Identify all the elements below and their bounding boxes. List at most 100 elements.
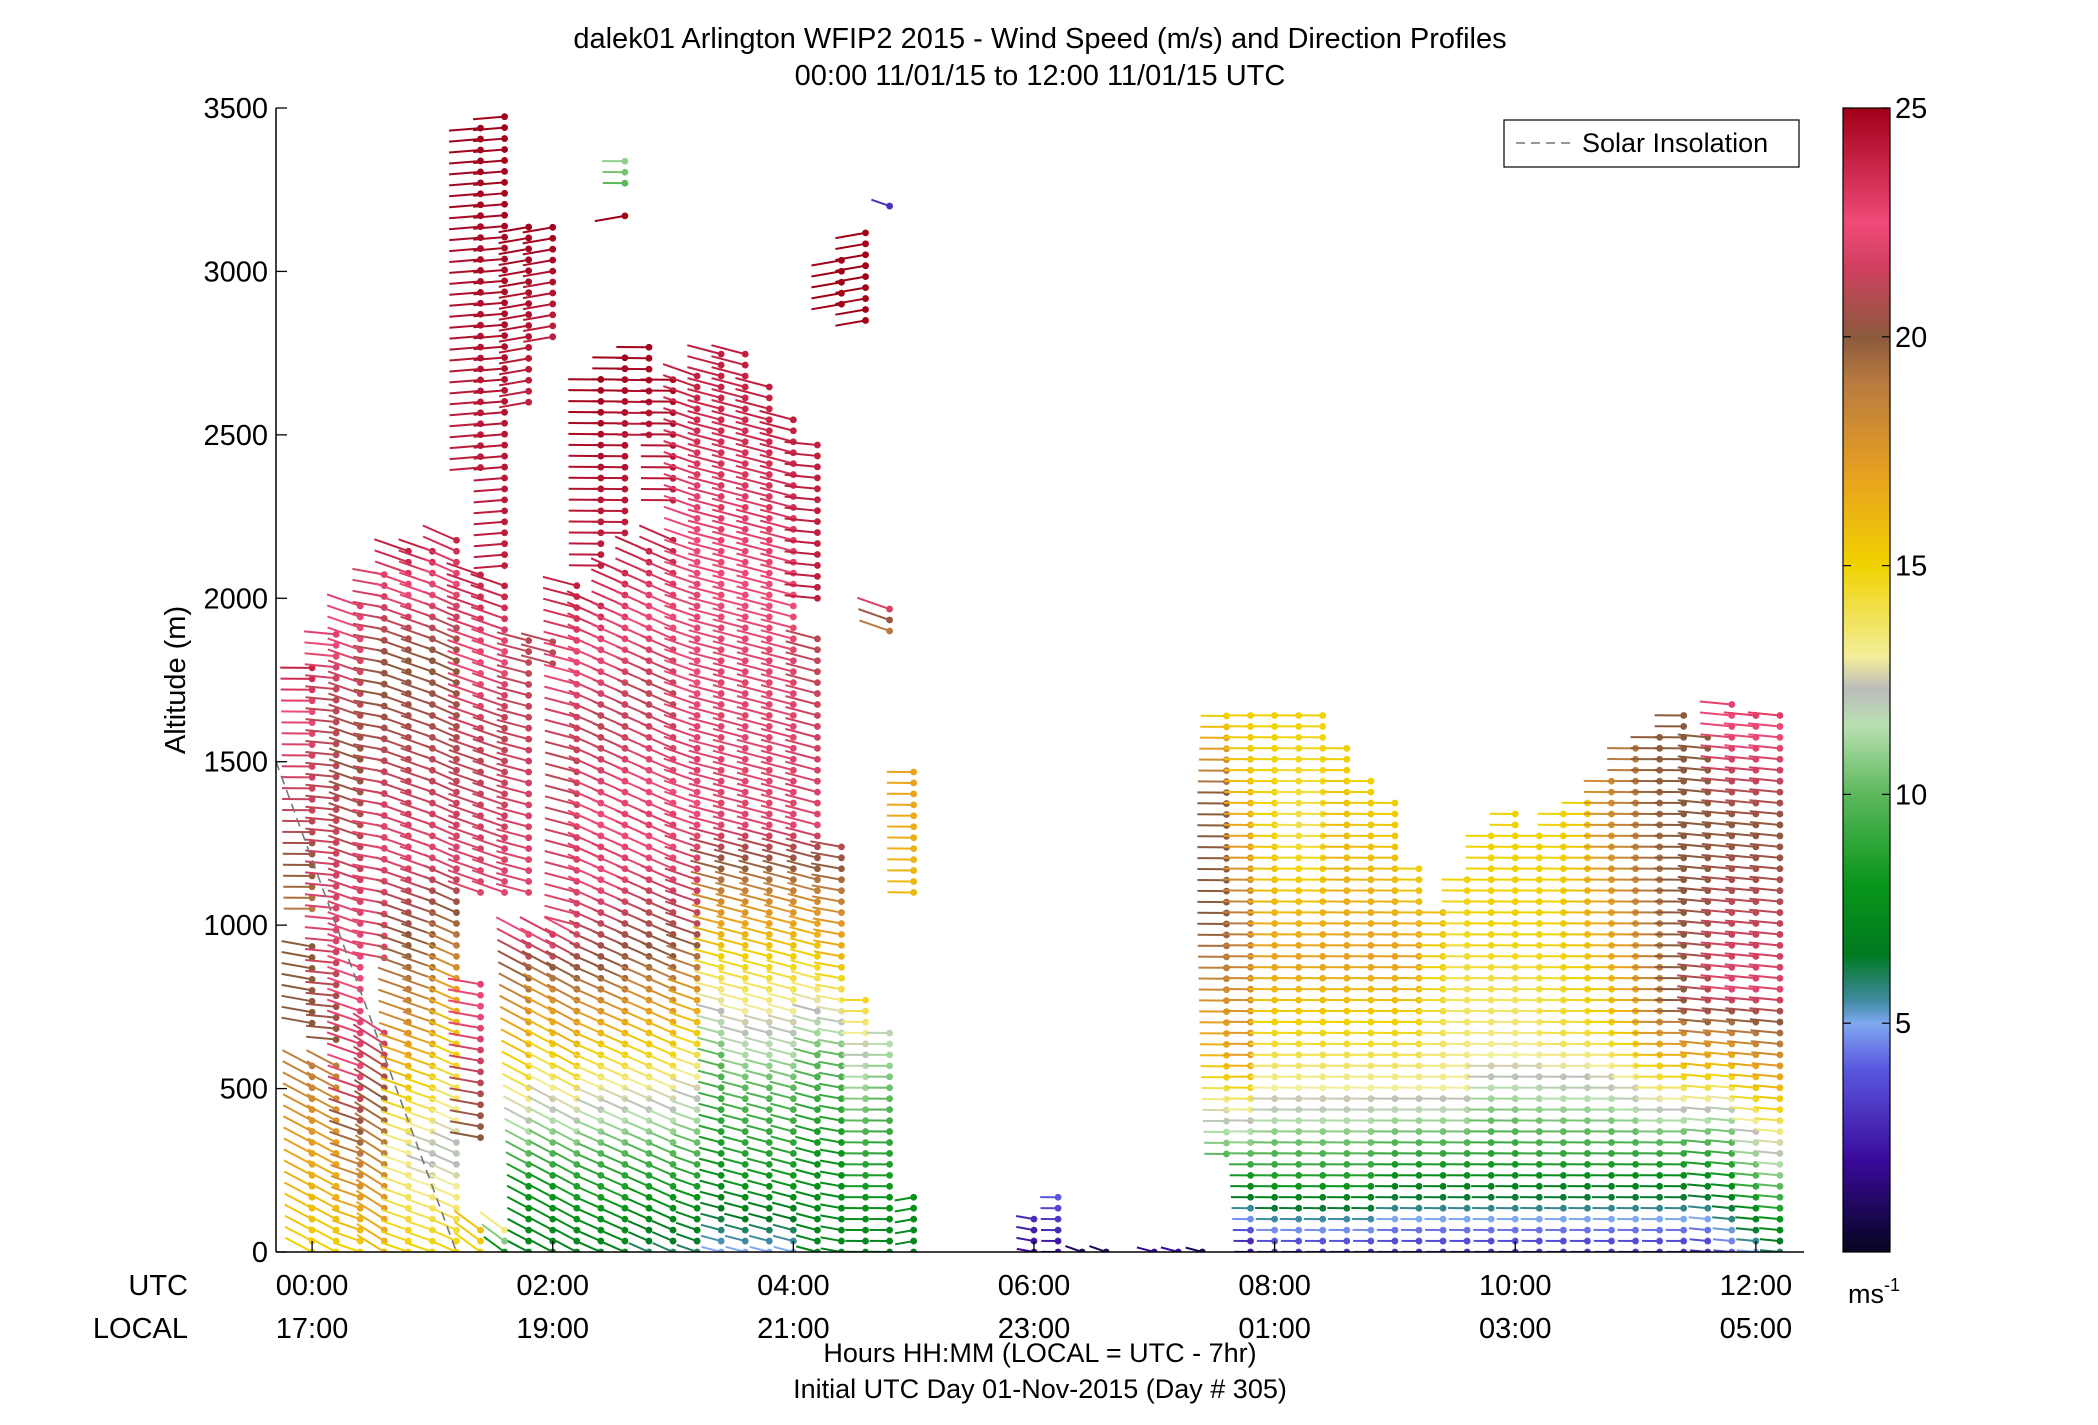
wind-barb-dot — [1439, 1193, 1447, 1201]
wind-barb — [424, 744, 457, 761]
wind-barb-dot — [693, 1139, 701, 1146]
wind-barb — [718, 970, 746, 980]
wind-barb-dot — [741, 887, 749, 895]
wind-barb — [522, 961, 554, 980]
wind-barb — [673, 1144, 698, 1155]
wind-barb — [551, 1106, 578, 1122]
wind-barb — [769, 1091, 794, 1100]
wind-barb — [496, 938, 530, 958]
wind-barb — [817, 1038, 842, 1045]
wind-barb-dot — [789, 766, 797, 774]
wind-barb-dot — [404, 1171, 412, 1179]
wind-barb-dot — [814, 1084, 821, 1092]
wind-barb — [748, 1212, 770, 1221]
wind-barb-dot — [886, 202, 894, 210]
wind-barb-dot — [525, 354, 533, 362]
wind-barb-dot — [332, 729, 340, 737]
wind-barb-dot — [741, 1128, 749, 1135]
wind-barb-dot — [1559, 1226, 1567, 1234]
wind-barb — [574, 1064, 602, 1078]
wind-barb-dot — [1584, 1117, 1591, 1125]
wind-barb — [641, 919, 674, 936]
wind-barb-dot — [693, 602, 701, 610]
wind-barb — [760, 727, 794, 739]
wind-barb — [761, 837, 794, 848]
wind-barb-dot — [765, 865, 773, 873]
wind-barb — [792, 1025, 818, 1034]
wind-barb — [769, 1058, 794, 1067]
wind-barb — [425, 909, 457, 925]
wind-barb-dot — [693, 766, 701, 774]
wind-barb — [819, 1137, 842, 1144]
wind-barb — [374, 571, 409, 586]
wind-barb — [308, 1225, 337, 1242]
wind-barb-dot — [789, 427, 797, 435]
wind-barb — [328, 714, 361, 728]
wind-barb-dot — [356, 1018, 364, 1026]
wind-barb-dot — [1559, 1171, 1567, 1179]
wind-barb-dot — [669, 1226, 677, 1234]
wind-barb-dot — [838, 1117, 845, 1125]
wind-barb-dot — [1415, 1237, 1423, 1245]
wind-barb-dot — [1415, 1215, 1423, 1223]
wind-barb — [449, 400, 481, 406]
wind-barb-dot — [1030, 1215, 1038, 1223]
wind-barb — [697, 1080, 722, 1089]
wind-barb — [447, 977, 481, 986]
wind-barb-dot — [1487, 1139, 1495, 1146]
wind-barb — [544, 828, 578, 839]
wind-barb — [784, 572, 818, 578]
wind-barb — [327, 943, 361, 958]
wind-barb-dot — [1391, 1161, 1399, 1168]
wind-barb — [496, 850, 529, 861]
wind-barb — [555, 1240, 578, 1252]
wind-barb-dot — [741, 449, 749, 457]
wind-barb — [327, 976, 361, 991]
wind-barb — [835, 286, 866, 294]
wind-barb — [378, 1021, 409, 1034]
wind-barb — [645, 1030, 674, 1045]
wind-barb-dot — [356, 1029, 364, 1037]
wind-barb-dot — [1343, 1106, 1351, 1114]
wind-barb — [504, 1129, 530, 1144]
wind-barb — [306, 1035, 337, 1041]
wind-barb — [600, 1120, 626, 1133]
wind-barb-dot — [669, 1204, 677, 1212]
wind-barb-dot — [814, 766, 821, 774]
wind-barb — [646, 1075, 674, 1089]
wind-barb-dot — [453, 580, 460, 588]
wind-barb — [552, 1129, 578, 1144]
wind-barb — [692, 915, 722, 925]
wind-barb — [498, 379, 529, 387]
wind-barb-dot — [765, 963, 773, 971]
wind-barb-dot — [525, 779, 533, 787]
wind-barb — [771, 1179, 794, 1188]
wind-barb-dot — [717, 514, 725, 522]
wind-barb-dot — [838, 1215, 845, 1223]
wind-barb — [449, 280, 481, 285]
wind-barb — [722, 1146, 746, 1155]
wind-barb — [376, 878, 409, 892]
wind-barb — [356, 1223, 385, 1242]
wind-barb — [675, 1232, 698, 1242]
wind-barb-dot — [356, 1215, 364, 1223]
wind-barb-dot — [332, 839, 340, 846]
wind-barb-dot — [1319, 1150, 1327, 1157]
wind-barb — [473, 203, 505, 208]
wind-barb-dot — [741, 1073, 749, 1081]
wind-barb-dot — [838, 1095, 845, 1103]
wind-barb-dot — [789, 985, 797, 993]
wind-barb-dot — [693, 1051, 701, 1059]
wind-barb-dot — [1271, 1150, 1279, 1157]
wind-barb — [473, 400, 505, 405]
wind-barb-dot — [1535, 1237, 1543, 1245]
wind-barb — [712, 673, 746, 684]
wind-barb-dot — [789, 1128, 797, 1135]
wind-barb-dot — [693, 504, 701, 511]
wind-barb-dot — [910, 1226, 918, 1234]
wind-barb — [711, 431, 746, 443]
wind-barb-dot — [356, 1204, 364, 1212]
wind-barb — [304, 641, 337, 647]
wind-barb — [501, 1061, 530, 1078]
wind-barb — [785, 826, 818, 837]
